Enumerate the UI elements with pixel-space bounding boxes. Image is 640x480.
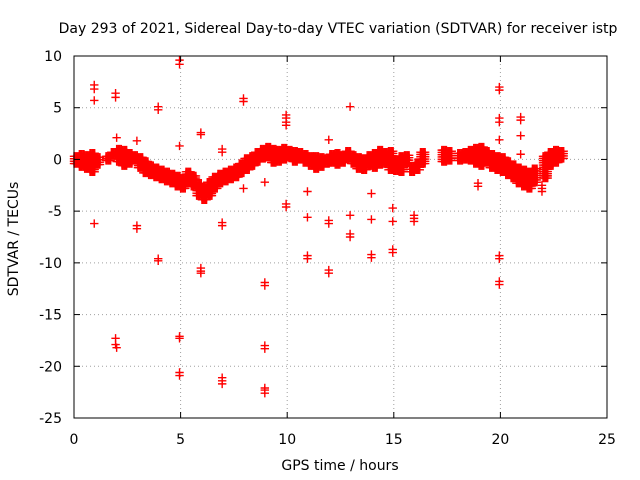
data-point — [303, 187, 312, 196]
data-point — [516, 131, 525, 140]
data-point — [175, 141, 184, 151]
data-point — [132, 136, 142, 146]
data-point — [324, 135, 333, 144]
data-point — [111, 93, 120, 102]
data-point — [367, 189, 376, 198]
y-axis-label: SDTVAR / TECUs — [6, 182, 22, 297]
data-points — [69, 55, 568, 398]
data-point — [495, 117, 504, 127]
data-point — [388, 203, 397, 213]
chart-title: Day 293 of 2021, Sidereal Day-to-day VTE… — [59, 21, 618, 37]
data-point — [388, 217, 397, 226]
data-point — [345, 102, 355, 111]
x-axis-label: GPS time / hours — [281, 458, 398, 474]
data-point — [175, 60, 184, 69]
x-tick-label: 0 — [70, 432, 79, 448]
x-tick-label: 20 — [491, 432, 509, 448]
y-tick-label: -20 — [39, 359, 62, 375]
axis-ticks — [73, 55, 608, 419]
y-tick-label: -25 — [39, 411, 62, 427]
y-tick-label: -5 — [48, 204, 62, 220]
plot-frame — [73, 55, 608, 419]
data-point — [495, 135, 504, 144]
y-tick-label: -10 — [39, 256, 62, 272]
y-tick-label: 0 — [53, 152, 62, 168]
y-tick-label: -15 — [39, 308, 62, 324]
data-point — [367, 215, 376, 224]
data-point — [239, 184, 248, 193]
data-point — [90, 219, 99, 228]
tick-labels: 0 5 10 15 20 25 -25 -20 -15 -10 -5 0 5 10 — [39, 49, 616, 448]
x-tick-label: 15 — [385, 432, 403, 448]
data-point — [191, 171, 201, 181]
data-point — [90, 96, 99, 105]
data-point — [345, 211, 355, 220]
data-point — [95, 153, 105, 162]
data-point — [303, 213, 312, 222]
data-point — [112, 133, 121, 142]
data-point — [90, 84, 99, 94]
grid-lines — [74, 56, 607, 418]
y-tick-label: 10 — [44, 49, 62, 65]
x-tick-label: 5 — [176, 432, 185, 448]
data-point — [516, 150, 525, 159]
x-tick-label: 10 — [278, 432, 296, 448]
data-point — [260, 177, 270, 187]
y-tick-label: 5 — [53, 101, 62, 117]
x-tick-label: 25 — [598, 432, 616, 448]
